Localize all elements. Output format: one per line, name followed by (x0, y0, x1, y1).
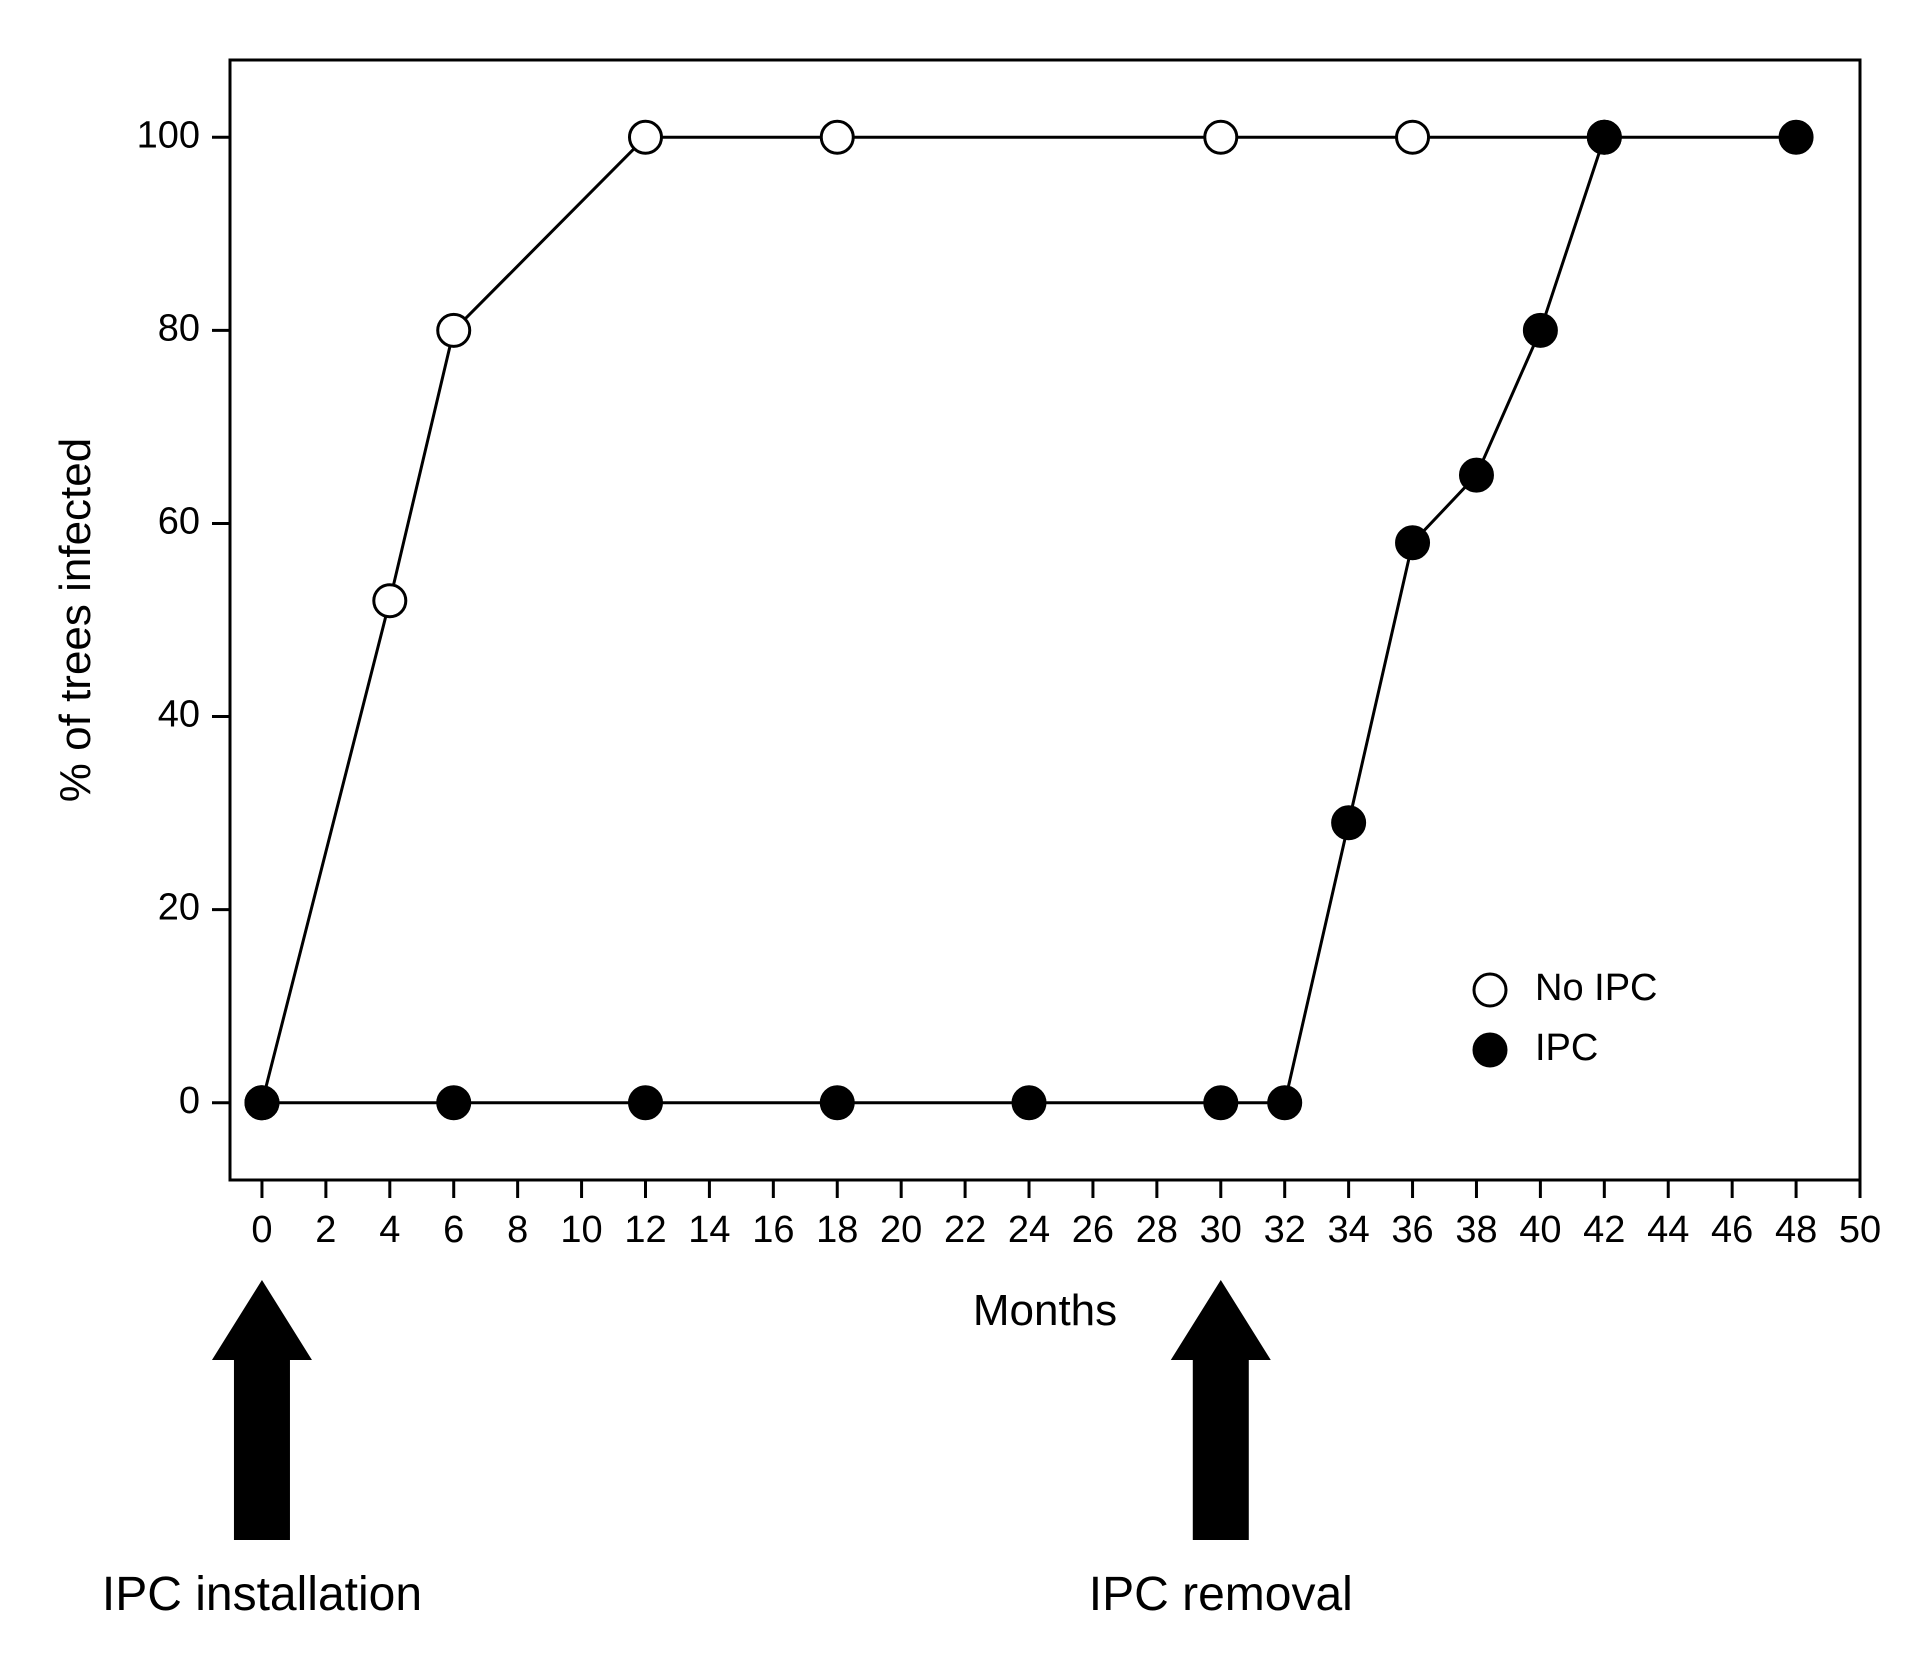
x-tick-label: 44 (1647, 1209, 1689, 1251)
chart-container: 0204060801000246810121416182022242628303… (0, 0, 1920, 1654)
legend-label: IPC (1535, 1027, 1598, 1069)
data-marker (629, 121, 661, 153)
x-tick-label: 26 (1072, 1209, 1114, 1251)
y-axis-label: % of trees infected (51, 438, 100, 802)
data-marker (1524, 314, 1556, 346)
data-marker (629, 1087, 661, 1119)
data-marker (1397, 527, 1429, 559)
x-tick-label: 46 (1711, 1209, 1753, 1251)
x-tick-label: 18 (816, 1209, 858, 1251)
y-tick-label: 100 (137, 114, 200, 156)
x-tick-label: 10 (560, 1209, 602, 1251)
x-tick-label: 4 (379, 1209, 400, 1251)
x-tick-label: 28 (1136, 1209, 1178, 1251)
y-tick-label: 0 (179, 1080, 200, 1122)
x-tick-label: 12 (624, 1209, 666, 1251)
x-tick-label: 34 (1327, 1209, 1369, 1251)
y-tick-label: 80 (158, 307, 200, 349)
data-marker (246, 1087, 278, 1119)
x-tick-label: 50 (1839, 1209, 1881, 1251)
y-tick-label: 20 (158, 887, 200, 929)
x-tick-label: 22 (944, 1209, 986, 1251)
x-tick-label: 30 (1200, 1209, 1242, 1251)
x-tick-label: 20 (880, 1209, 922, 1251)
y-tick-label: 60 (158, 500, 200, 542)
annotation-label: IPC removal (1089, 1568, 1353, 1621)
annotation-label: IPC installation (102, 1568, 422, 1621)
x-tick-label: 14 (688, 1209, 730, 1251)
legend-label: No IPC (1535, 967, 1657, 1009)
x-tick-label: 8 (507, 1209, 528, 1251)
data-marker (438, 314, 470, 346)
data-marker (1205, 121, 1237, 153)
legend-marker (1474, 1034, 1506, 1066)
x-tick-label: 36 (1391, 1209, 1433, 1251)
x-tick-label: 16 (752, 1209, 794, 1251)
data-marker (1205, 1087, 1237, 1119)
x-axis-label: Months (973, 1286, 1117, 1335)
legend-marker (1474, 974, 1506, 1006)
x-tick-label: 48 (1775, 1209, 1817, 1251)
data-marker (1013, 1087, 1045, 1119)
data-marker (1588, 121, 1620, 153)
x-tick-label: 24 (1008, 1209, 1050, 1251)
y-tick-label: 40 (158, 694, 200, 736)
x-tick-label: 2 (315, 1209, 336, 1251)
x-tick-label: 38 (1455, 1209, 1497, 1251)
data-marker (1780, 121, 1812, 153)
data-marker (821, 1087, 853, 1119)
data-marker (1269, 1087, 1301, 1119)
data-marker (1333, 807, 1365, 839)
x-tick-label: 32 (1264, 1209, 1306, 1251)
data-marker (438, 1087, 470, 1119)
x-tick-label: 40 (1519, 1209, 1561, 1251)
data-marker (1460, 459, 1492, 491)
data-marker (821, 121, 853, 153)
data-marker (1397, 121, 1429, 153)
x-tick-label: 6 (443, 1209, 464, 1251)
x-tick-label: 0 (251, 1209, 272, 1251)
data-marker (374, 585, 406, 617)
x-tick-label: 42 (1583, 1209, 1625, 1251)
chart-svg: 0204060801000246810121416182022242628303… (0, 0, 1920, 1654)
